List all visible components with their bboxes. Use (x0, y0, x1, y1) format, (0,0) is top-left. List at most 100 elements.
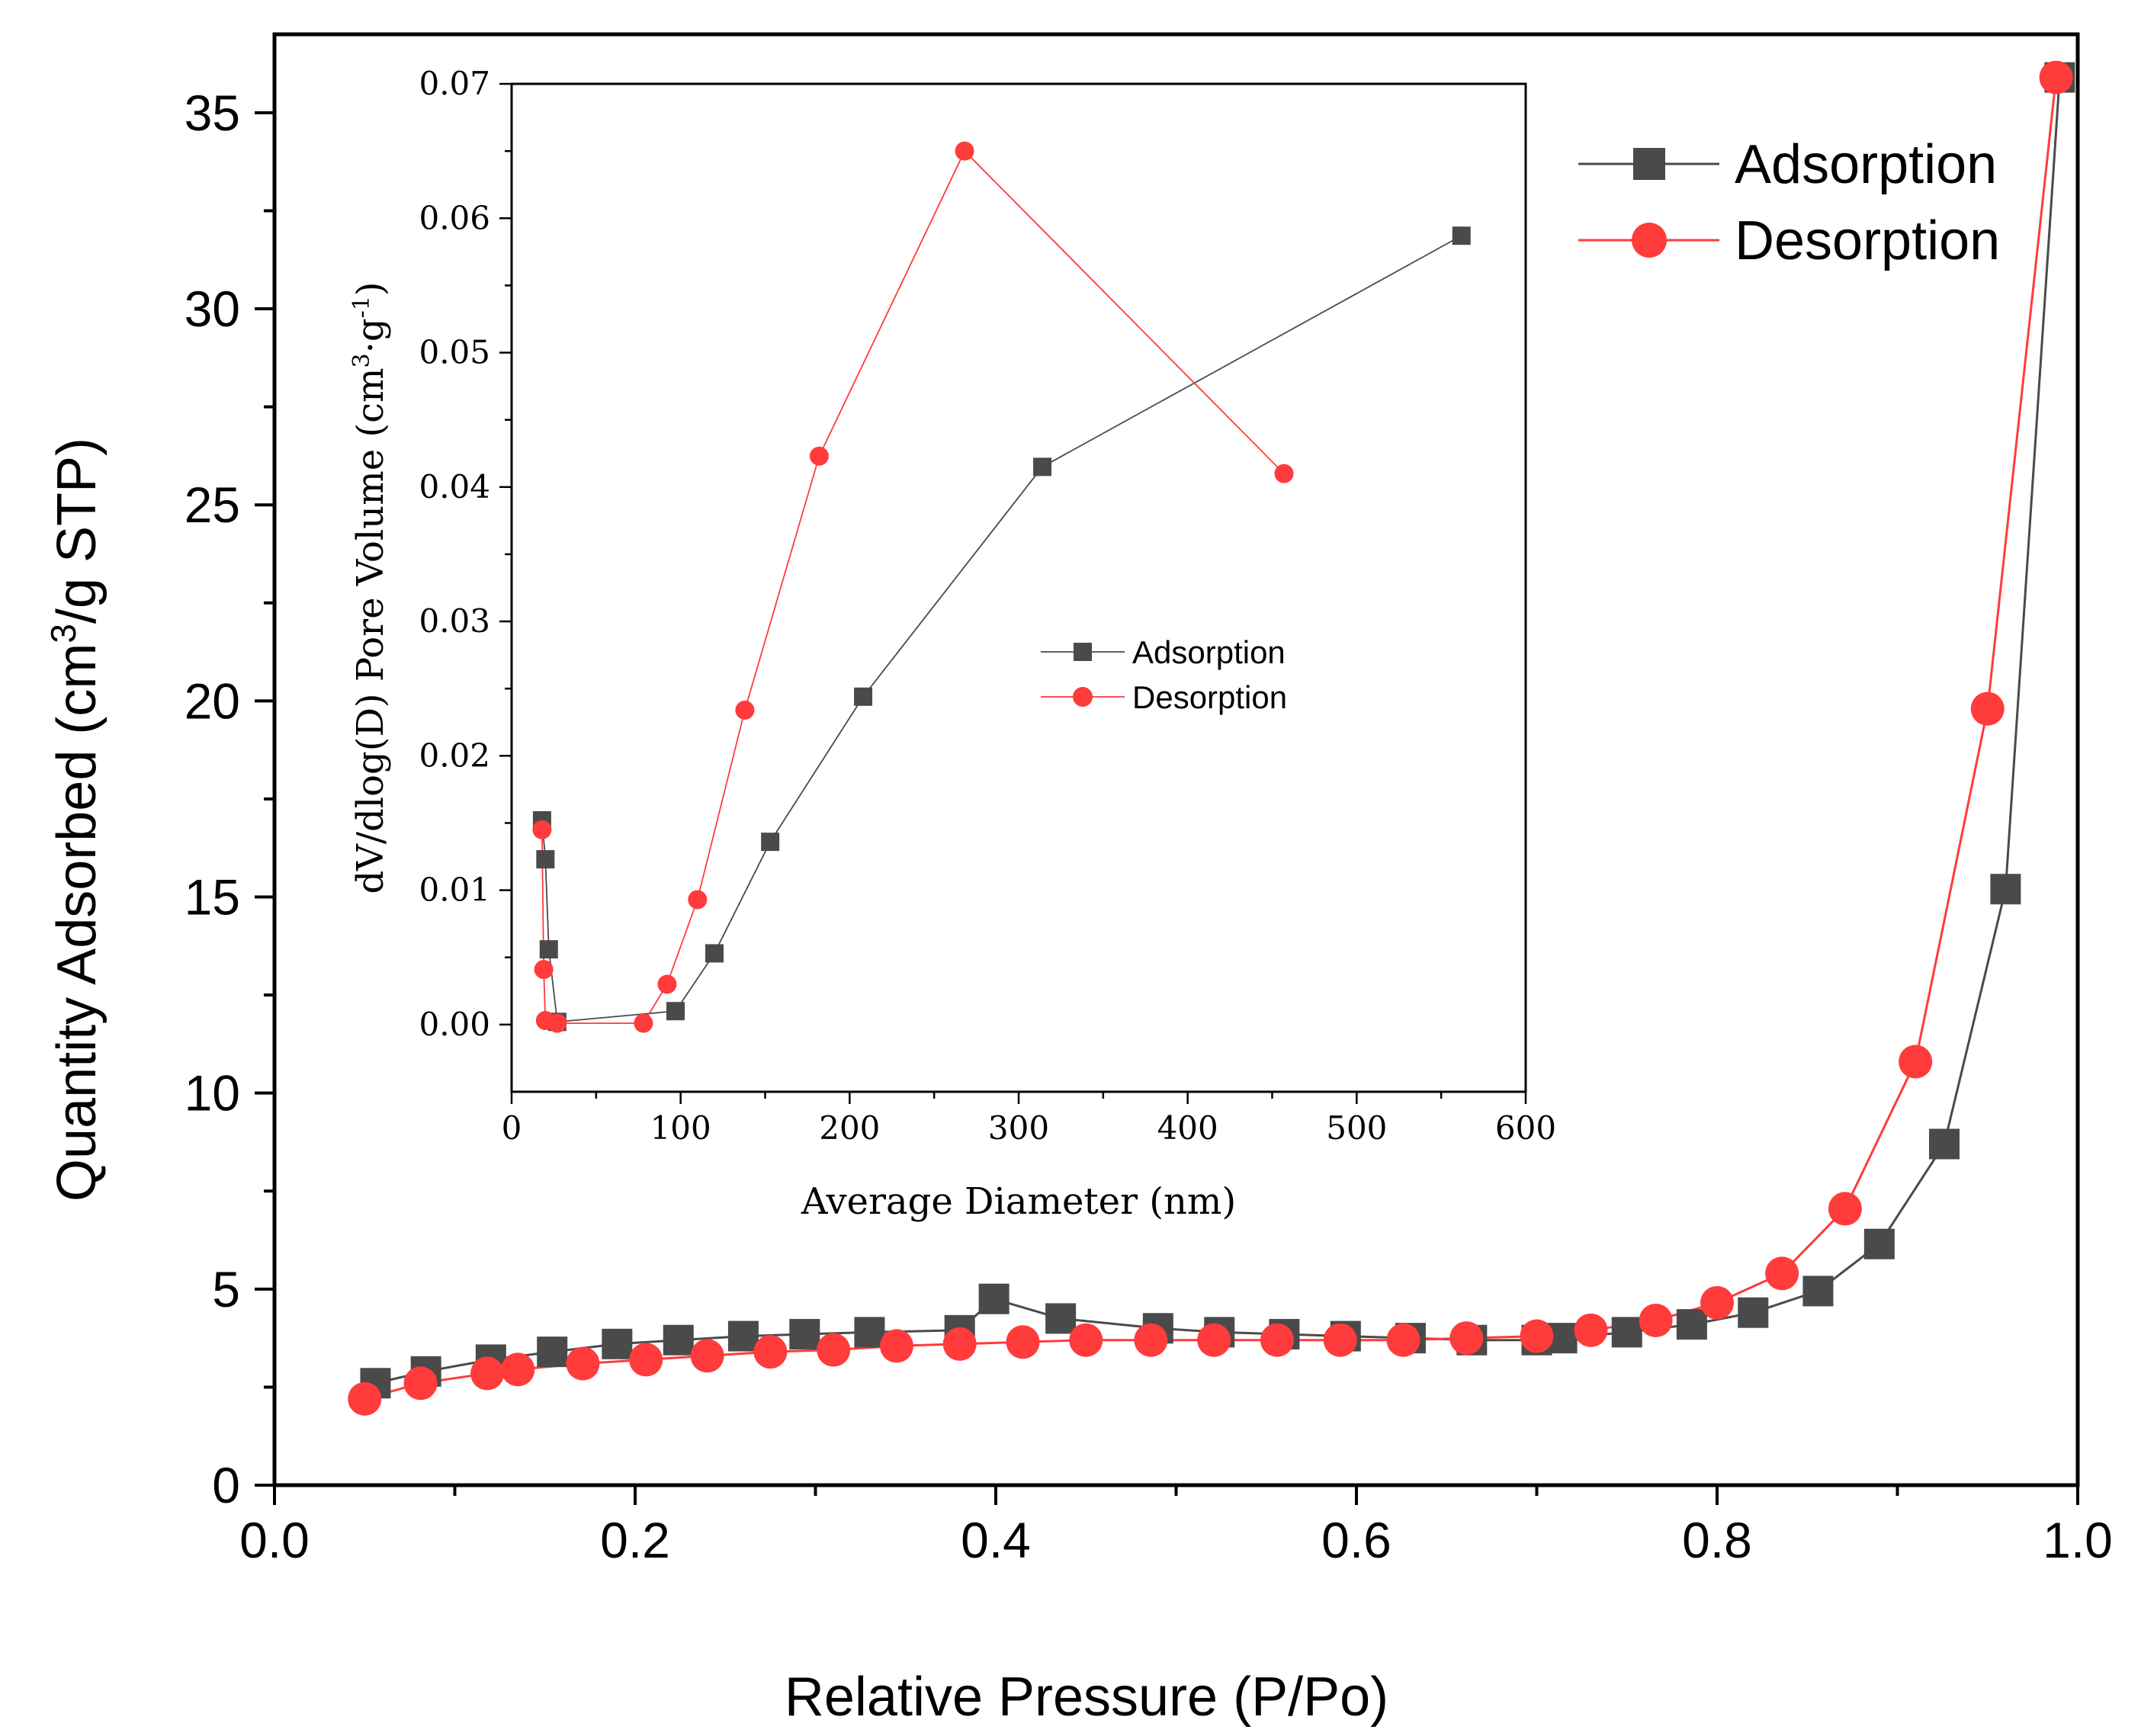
main-x-tick-label: 0.8 (1682, 1512, 1752, 1568)
main-adsorption-point (1676, 1309, 1707, 1340)
main-x-tick-labels: 0.0 0.2 0.4 0.6 0.8 1.0 (239, 1512, 2113, 1568)
main-adsorption-line (375, 77, 2061, 1385)
main-x-tick-label: 0.2 (600, 1512, 670, 1568)
main-desorption-point (629, 1343, 663, 1377)
main-adsorption-point (978, 1283, 1010, 1314)
main-x-tick-label: 1.0 (2043, 1512, 2113, 1568)
main-legend-adsorption-label: Adsorption (1735, 134, 1997, 195)
inset-plot-frame (510, 82, 1527, 1093)
main-desorption-point (1006, 1325, 1040, 1359)
main-series-lines (364, 77, 2061, 1401)
main-desorption-point (1520, 1319, 1554, 1353)
inset-legend-desorption-marker (1073, 687, 1093, 707)
main-adsorption-point (1611, 1317, 1642, 1348)
inset-y-tick-label: 0.02 (419, 736, 490, 774)
main-desorption-line (364, 77, 2058, 1401)
main-legend-desorption-marker (1632, 223, 1667, 258)
main-adsorption-point (602, 1328, 633, 1359)
main-y-tick-label: 0 (212, 1457, 240, 1513)
main-desorption-point (1323, 1323, 1357, 1357)
inset-adsorption-line (541, 235, 1462, 1023)
main-y-axis-title-sup: 3 (43, 624, 83, 643)
main-adsorption-point (1990, 874, 2021, 905)
main-y-tick-label: 25 (185, 477, 240, 533)
main-desorption-point (753, 1335, 788, 1369)
inset-y-tick-label: 0.00 (419, 1006, 490, 1043)
inset-x-tick-label: 500 (1326, 1109, 1387, 1147)
main-y-tick-label: 35 (185, 85, 240, 141)
inset-desorption-point (735, 700, 755, 720)
main-adsorption-point (1802, 1276, 1834, 1307)
main-adsorption-point (1863, 1228, 1895, 1259)
main-y-tick-label: 20 (185, 672, 240, 729)
inset-series-lines (541, 149, 1462, 1024)
inset-desorption-point (534, 960, 554, 980)
main-desorption-point (403, 1366, 438, 1401)
main-y-axis-title: Quantity Adsorbed (cm3/g STP) (43, 438, 108, 1202)
inset-legend-desorption-label: Desorption (1132, 679, 1287, 715)
main-desorption-point (2039, 60, 2073, 95)
inset-desorption-point (809, 446, 829, 466)
main-x-tick-label: 0.6 (1321, 1512, 1391, 1568)
main-ticks (255, 111, 2079, 1505)
main-desorption-point (817, 1333, 851, 1367)
inset-adsorption-point (705, 944, 724, 963)
main-desorption-point (1386, 1323, 1420, 1357)
main-desorption-point (1970, 692, 2005, 726)
main-y-tick-label: 15 (185, 869, 240, 926)
inset-desorption-point (547, 1013, 567, 1033)
main-desorption-point (470, 1356, 505, 1391)
main-x-tick-label: 0.4 (961, 1512, 1031, 1568)
inset-y-tick-label: 0.03 (419, 602, 490, 640)
inset-y-tick-label: 0.01 (419, 871, 490, 909)
inset-legend-adsorption-label: Adsorption (1132, 634, 1286, 670)
main-adsorption-point (1738, 1297, 1769, 1328)
main-legend-desorption-label: Desorption (1735, 210, 2000, 271)
main-desorption-point (1449, 1321, 1484, 1356)
main-desorption-point (690, 1339, 724, 1373)
inset-adsorption-point (761, 833, 780, 852)
inset-x-tick-label: 100 (650, 1109, 711, 1147)
inset-desorption-point (688, 890, 708, 910)
main-y-axis-title-part1: Quantity Adsorbed (cm (47, 643, 108, 1202)
main-y-axis-title-part2: /g STP) (47, 438, 108, 624)
main-x-tick-label: 0.0 (239, 1512, 310, 1568)
inset-desorption-point (657, 974, 677, 994)
main-desorption-point (879, 1329, 913, 1363)
main-desorption-point (1134, 1323, 1168, 1357)
inset-y-axis-title-part2: ) (349, 281, 392, 296)
inset-y-axis-title: dV/dlog(D) Pore Volume (cm3·g-1) (348, 281, 392, 894)
inset-adsorption-point (536, 850, 555, 869)
inset-desorption-point (1274, 464, 1294, 483)
main-desorption-point (566, 1346, 600, 1381)
main-desorption-point (1828, 1192, 1862, 1226)
main-desorption-point (501, 1353, 535, 1387)
inset-desorption-point (532, 820, 552, 839)
main-desorption-point (348, 1381, 382, 1416)
main-desorption-point (1574, 1313, 1608, 1347)
inset-y-axis-title-sup2: -1 (348, 296, 375, 318)
main-desorption-point (942, 1327, 977, 1361)
inset-x-tick-label: 200 (819, 1109, 880, 1147)
main-desorption-point (1069, 1323, 1103, 1357)
inset-chart: 0 100 200 300 400 500 600 0.00 0.01 0.02 0.03 0.04… (348, 65, 1556, 1223)
main-x-axis-title: Relative Pressure (P/Po) (785, 1667, 1388, 1728)
inset-x-tick-label: 600 (1495, 1109, 1556, 1147)
main-desorption-point (1899, 1044, 1933, 1079)
main-y-tick-label: 30 (185, 281, 240, 337)
inset-x-tick-label: 300 (988, 1109, 1049, 1147)
inset-legend: Adsorption Desorption (1041, 634, 1287, 715)
inset-desorption-line (541, 149, 1285, 1024)
main-series-markers (348, 60, 2075, 1416)
main-adsorption-point (727, 1320, 759, 1352)
inset-adsorption-point (1033, 457, 1052, 477)
main-adsorption-point (663, 1324, 694, 1356)
inset-y-axis-title-mid: ·g (349, 318, 392, 353)
inset-legend-adsorption-marker (1074, 643, 1092, 661)
main-adsorption-point (1928, 1128, 1960, 1160)
main-legend-adsorption-marker (1633, 148, 1665, 180)
inset-x-tick-label: 0 (502, 1109, 522, 1147)
main-adsorption-point (854, 1317, 885, 1348)
main-y-tick-label: 5 (212, 1261, 240, 1317)
